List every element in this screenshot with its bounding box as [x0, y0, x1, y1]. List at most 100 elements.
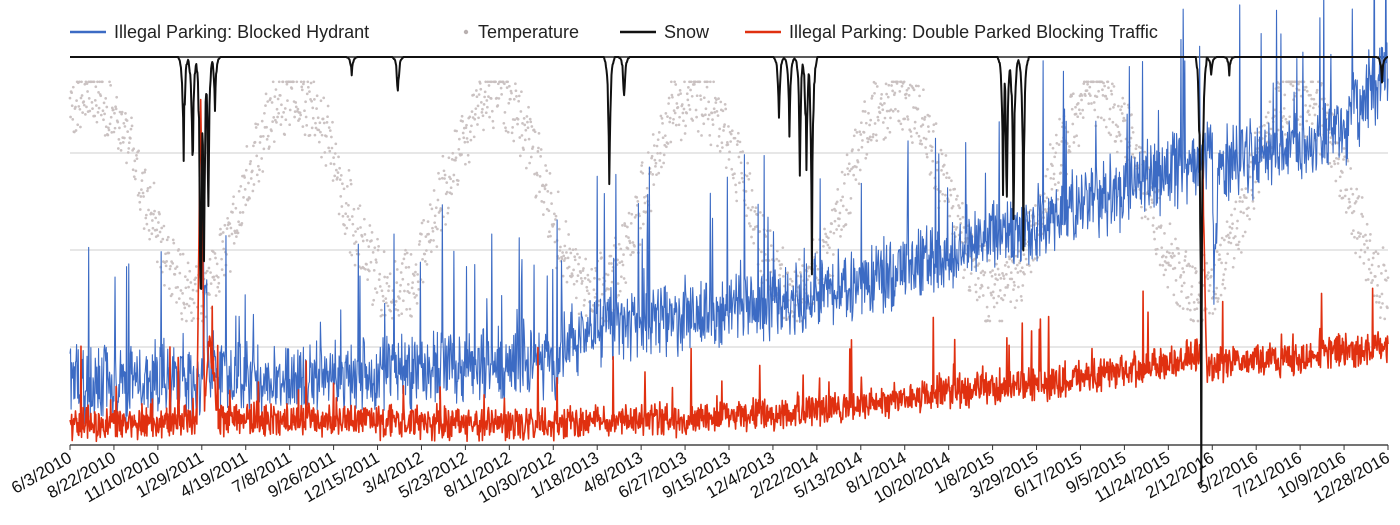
- temperature-point: [219, 232, 223, 236]
- temperature-point: [1071, 122, 1075, 126]
- temperature-point: [874, 133, 878, 137]
- temperature-point: [529, 120, 533, 124]
- temperature-point: [583, 298, 586, 302]
- temperature-point: [85, 105, 88, 109]
- temperature-point: [1159, 224, 1163, 228]
- temperature-point: [1170, 256, 1174, 259]
- temperature-point: [231, 202, 235, 206]
- temperature-point: [93, 98, 97, 102]
- temperature-point: [690, 94, 694, 98]
- temperature-point: [552, 222, 556, 226]
- legend-blocked-hydrant[interactable]: Illegal Parking: Blocked Hydrant: [70, 22, 369, 42]
- legend-snow[interactable]: Snow: [620, 22, 710, 42]
- legend-temperature[interactable]: Temperature: [463, 22, 579, 42]
- temperature-point: [413, 296, 417, 299]
- temperature-point: [1162, 254, 1165, 258]
- temperature-point: [652, 183, 656, 186]
- temperature-point: [1079, 112, 1082, 115]
- temperature-point: [997, 294, 1000, 298]
- temperature-point: [651, 173, 655, 176]
- temperature-point: [870, 94, 874, 98]
- temperature-point: [473, 112, 477, 116]
- temperature-point: [485, 99, 489, 102]
- temperature-point: [616, 282, 620, 285]
- temperature-point: [123, 136, 126, 140]
- temperature-point: [985, 305, 989, 309]
- temperature-point: [429, 238, 433, 242]
- temperature-point: [719, 100, 723, 104]
- temperature-point: [528, 161, 532, 165]
- temperature-point: [510, 91, 513, 95]
- temperature-point: [1031, 258, 1035, 262]
- temperature-point: [1054, 151, 1058, 155]
- temperature-point: [1343, 194, 1347, 198]
- temperature-point: [152, 181, 156, 185]
- temperature-point: [685, 92, 689, 96]
- temperature-point: [165, 260, 168, 263]
- temperature-point: [175, 265, 179, 269]
- temperature-point: [450, 158, 454, 161]
- temperature-point: [88, 109, 92, 113]
- temperature-point: [237, 220, 240, 224]
- temperature-point: [525, 115, 529, 118]
- temperature-point: [223, 223, 227, 227]
- temperature-point: [906, 115, 909, 118]
- temperature-point: [956, 214, 960, 218]
- temperature-point: [385, 281, 389, 285]
- temperature-point: [612, 244, 616, 247]
- temperature-point: [759, 269, 763, 273]
- temperature-point: [1012, 280, 1016, 284]
- temperature-point: [74, 105, 77, 109]
- temperature-point: [332, 156, 335, 159]
- temperature-point: [177, 297, 181, 300]
- temperature-point: [749, 224, 752, 228]
- temperature-point: [621, 224, 624, 227]
- temperature-point: [1119, 108, 1122, 112]
- legend-double-parked[interactable]: Illegal Parking: Double Parked Blocking …: [745, 22, 1158, 42]
- temperature-point: [913, 127, 916, 130]
- temperature-point: [458, 137, 461, 141]
- temperature-point: [723, 123, 726, 126]
- temperature-point: [753, 210, 757, 213]
- temperature-point: [1346, 159, 1350, 163]
- temperature-point: [194, 265, 198, 268]
- temperature-point: [961, 215, 965, 219]
- temperature-point: [1168, 251, 1171, 255]
- temperature-point: [350, 215, 354, 218]
- temperature-point: [1180, 284, 1184, 288]
- temperature-point: [1237, 240, 1241, 244]
- temperature-point: [321, 117, 325, 121]
- temperature-point: [394, 308, 398, 311]
- temperature-point: [621, 263, 625, 267]
- temperature-point: [1059, 171, 1063, 175]
- temperature-point: [1377, 301, 1381, 304]
- temperature-point: [962, 226, 966, 229]
- temperature-point: [620, 260, 624, 263]
- temperature-point: [1253, 131, 1257, 135]
- temperature-point: [378, 285, 382, 288]
- temperature-point: [475, 89, 478, 92]
- temperature-point: [986, 286, 990, 290]
- temperature-point: [370, 239, 373, 242]
- temperature-point: [1242, 211, 1245, 215]
- temperature-point: [1048, 143, 1052, 146]
- temperature-point: [1374, 275, 1377, 278]
- temperature-point: [801, 264, 804, 267]
- temperature-point: [846, 167, 849, 170]
- temperature-point: [1372, 251, 1376, 255]
- temperature-point: [318, 121, 322, 125]
- temperature-point: [1051, 146, 1055, 150]
- temperature-point: [336, 171, 340, 174]
- temperature-point: [924, 137, 928, 141]
- temperature-point: [568, 247, 572, 251]
- temperature-point: [129, 137, 132, 140]
- temperature-point: [329, 162, 333, 165]
- temperature-point: [746, 206, 750, 210]
- temperature-point: [1151, 201, 1154, 204]
- temperature-point: [268, 145, 271, 149]
- temperature-point: [1208, 283, 1212, 287]
- temperature-point: [146, 187, 150, 190]
- temperature-point: [847, 162, 851, 166]
- temperature-point: [293, 110, 297, 113]
- temperature-point: [1219, 293, 1223, 297]
